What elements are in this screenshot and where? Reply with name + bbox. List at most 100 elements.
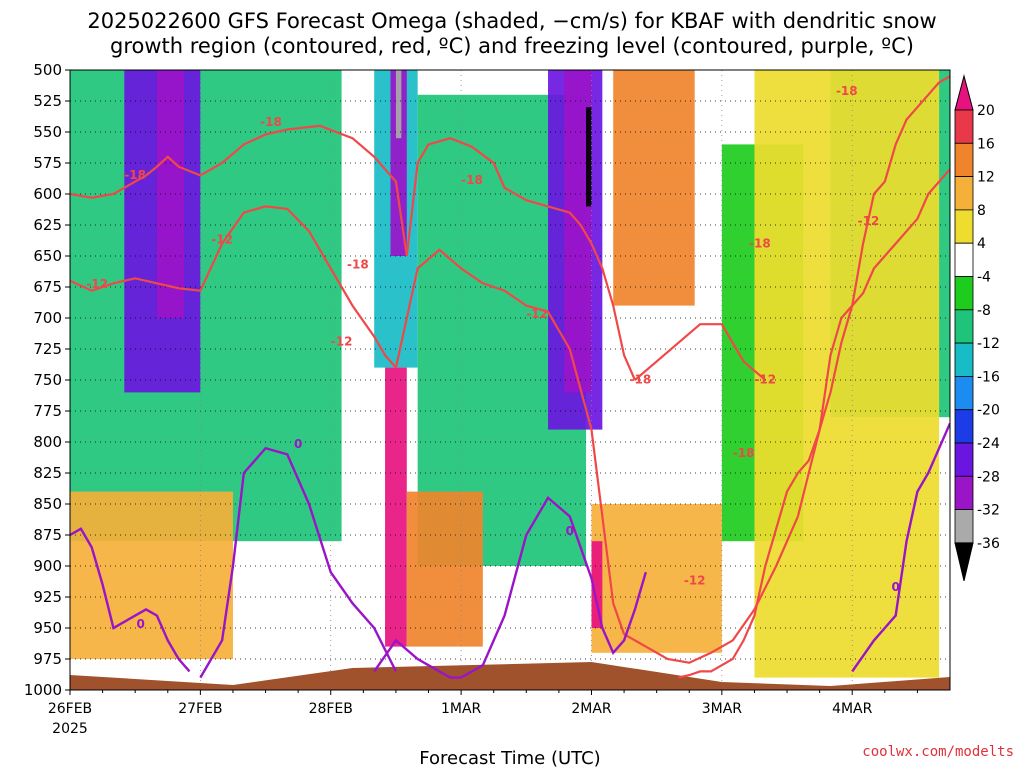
x-tick-label: 4MAR — [832, 701, 873, 717]
y-tick-label: 875 — [33, 526, 62, 544]
omega-region — [70, 70, 342, 542]
y-tick-label: 950 — [33, 619, 62, 637]
terrain-ground — [70, 662, 950, 690]
y-tick-label: 750 — [33, 371, 62, 389]
colorbar-bin — [954, 309, 974, 344]
dgz-contour-label: -18 — [347, 257, 369, 271]
y-tick-label: 600 — [33, 185, 62, 203]
dgz-contour-line — [678, 168, 950, 679]
dgz-contour-label: -12 — [858, 214, 880, 228]
dgz-contour-label: -18 — [461, 173, 483, 187]
freezing-contour-label: 0 — [891, 580, 899, 594]
y-tick-label: 625 — [33, 216, 62, 234]
omega-region — [586, 107, 592, 207]
dgz-contour-label: -12 — [86, 277, 108, 291]
colorbar-bin — [954, 342, 974, 377]
plot-area: -18 -18 -12 -12 -18 -12 -18 -12 -18 -18 -12 -18 -12 -… — [69, 69, 951, 691]
colorbar-tick-label: -36 — [977, 536, 1000, 552]
dgz-contour-label: -12 — [331, 334, 353, 348]
x-axis-label: Forecast Time (UTC) — [419, 748, 600, 768]
dgz-contour-label: -18 — [836, 84, 858, 98]
y-axis: 500 525 550 575 600 625 650 675 700 725 750 775 800 8… — [24, 61, 70, 699]
dgz-contour-label: -18 — [260, 115, 282, 129]
colorbar-bin — [954, 176, 974, 211]
x-tick-label: 26FEB — [48, 701, 92, 717]
colorbar-bin — [954, 375, 974, 411]
colorbar-tick-label: -24 — [977, 436, 1000, 452]
dgz-contour-label: -18 — [733, 446, 755, 460]
colorbar-tick-label: -20 — [977, 403, 1000, 419]
credit-text[interactable]: coolwx.com/modelts — [862, 744, 1014, 760]
y-tick-label: 650 — [33, 247, 62, 265]
colorbar-bin — [954, 409, 974, 444]
colorbar-bin — [954, 276, 974, 311]
freezing-contour-line — [590, 571, 647, 656]
omega-region — [591, 541, 603, 628]
dgz-contour-label: -12 — [684, 574, 706, 588]
dgz-contour-label: -18 — [124, 168, 146, 182]
freezing-contour-line — [373, 495, 593, 679]
y-tick-label: 825 — [33, 464, 62, 482]
freezing-contour-line — [851, 422, 950, 673]
colorbar-bin — [954, 475, 974, 510]
y-tick-label: 525 — [33, 92, 62, 110]
chart-title-line-1: 2025022600 GFS Forecast Omega (shaded, −… — [87, 9, 936, 33]
y-tick-label: 775 — [33, 402, 62, 420]
x-tick-label: 1MAR — [441, 701, 482, 717]
dgz-contour-line — [796, 75, 950, 517]
y-tick-label: 925 — [33, 588, 62, 606]
y-tick-label: 725 — [33, 340, 62, 358]
colorbar-tick-label: 12 — [977, 170, 995, 186]
y-tick-label: 675 — [33, 278, 62, 296]
omega-region — [613, 70, 695, 306]
omega-region — [754, 70, 940, 678]
y-tick-label: 975 — [33, 650, 62, 668]
colorbar-tick-label: -8 — [977, 303, 991, 319]
colorbar-bin — [954, 209, 974, 244]
colorbar-bin — [954, 142, 974, 178]
colorbar-tick-label: -32 — [977, 503, 1000, 519]
colorbar-tick-label: 20 — [977, 103, 995, 119]
y-tick-label: 800 — [33, 433, 62, 451]
dgz-contour-label: -18 — [749, 236, 771, 250]
x-tick-label: 28FEB — [309, 701, 353, 717]
y-tick-label: 850 — [33, 495, 62, 513]
y-tick-label: 1000 — [24, 681, 62, 699]
freezing-contour-label: 0 — [294, 437, 302, 451]
omega-region — [390, 70, 407, 256]
y-tick-label: 575 — [33, 154, 62, 172]
colorbar-tick-label: 16 — [977, 136, 995, 152]
dgz-contour-line — [70, 205, 397, 369]
y-tick-label: 500 — [33, 61, 62, 79]
omega-region — [70, 491, 233, 659]
colorbar-tick-label: -4 — [977, 270, 991, 286]
dgz-contour-label: -12 — [526, 307, 548, 321]
x-tick-label: 2MAR — [571, 701, 612, 717]
colorbar-tick-label: -12 — [977, 336, 1000, 352]
freezing-contour-line — [70, 527, 191, 673]
dgz-contour-label: -12 — [754, 373, 776, 387]
dgz-contour-line — [623, 515, 799, 664]
colorbar-bin — [954, 109, 974, 144]
colorbar-arrow-bottom — [954, 542, 974, 582]
x-tick-label: 3MAR — [702, 701, 743, 717]
dgz-contour-label: -18 — [630, 373, 652, 387]
colorbar: 20 16 12 8 4 -4 -8 -12 -16 -20 -24 -28 -32 -36 — [954, 74, 1000, 582]
colorbar-tick-label: 8 — [977, 203, 986, 219]
y-tick-label: 550 — [33, 123, 62, 141]
colorbar-tick-label: -28 — [977, 469, 1000, 485]
y-tick-label: 900 — [33, 557, 62, 575]
omega-region — [395, 70, 402, 139]
dgz-contour-label: -12 — [211, 233, 233, 247]
colorbar-bin — [954, 442, 974, 477]
colorbar-bin — [954, 509, 974, 544]
x-tick-sublabel: 2025 — [52, 721, 88, 737]
chart-title-line-2: growth region (contoured, red, ºC) and f… — [110, 34, 914, 58]
dgz-contour-line — [634, 323, 767, 381]
freezing-contour-line — [199, 446, 397, 679]
freezing-contour-label: 0 — [136, 617, 144, 631]
omega-region — [406, 491, 483, 647]
dgz-contour-line — [70, 124, 636, 381]
colorbar-bin — [954, 242, 974, 277]
colorbar-tick-label: -16 — [977, 369, 1000, 385]
